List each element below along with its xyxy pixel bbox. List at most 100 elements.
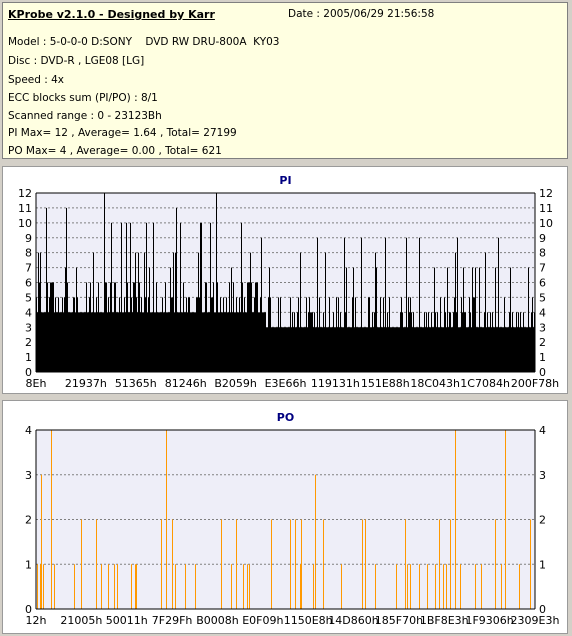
data-bar — [233, 282, 234, 372]
data-bar — [367, 327, 368, 372]
y-tick-label-right: 11 — [539, 202, 553, 215]
data-bar — [472, 267, 473, 372]
data-bar — [116, 312, 117, 372]
data-bar — [324, 327, 325, 372]
data-bar — [400, 312, 401, 372]
data-bar — [262, 312, 263, 372]
data-bar — [137, 312, 138, 372]
data-bar — [311, 312, 312, 372]
data-bar — [97, 312, 98, 372]
data-bar — [231, 564, 232, 609]
data-bar — [101, 312, 102, 372]
data-bar — [101, 564, 102, 609]
data-bar — [260, 297, 261, 372]
data-bar — [463, 267, 464, 372]
data-bar — [439, 327, 440, 372]
info-scanned-range: Scanned range : 0 - 23123Bh — [8, 110, 162, 122]
data-bar — [158, 312, 159, 372]
data-bar — [313, 327, 314, 372]
data-bar — [191, 312, 192, 372]
data-bar — [241, 222, 242, 372]
data-bar — [144, 252, 145, 372]
data-bar — [380, 297, 381, 372]
data-bar — [369, 297, 370, 372]
data-bar — [117, 312, 118, 372]
data-bar — [320, 327, 321, 372]
data-bar — [486, 327, 487, 372]
y-tick-label-right: 7 — [539, 262, 546, 275]
data-bar — [481, 327, 482, 372]
data-bar — [496, 327, 497, 372]
data-bar — [40, 564, 41, 609]
data-bar — [164, 312, 165, 372]
data-bar — [330, 327, 331, 372]
x-tick-label: E3E66h — [265, 377, 307, 390]
data-bar — [470, 312, 471, 372]
data-bar — [455, 252, 456, 372]
data-bar — [323, 519, 324, 609]
x-tick-label: 21005h — [60, 614, 102, 627]
data-bar — [261, 237, 262, 372]
data-bar — [302, 327, 303, 372]
data-bar — [204, 312, 205, 372]
data-bar — [125, 312, 126, 372]
data-bar — [273, 327, 274, 372]
data-bar — [243, 564, 244, 609]
data-bar — [168, 312, 169, 372]
data-bar — [431, 312, 432, 372]
data-bar — [182, 312, 183, 372]
data-bar — [414, 327, 415, 372]
data-bar — [405, 327, 406, 372]
data-bar — [63, 312, 64, 372]
data-bar — [184, 312, 185, 372]
x-tick-label: B2059h — [214, 377, 257, 390]
data-bar — [175, 252, 176, 372]
y-tick-label-left: 12 — [18, 187, 32, 200]
data-bar — [67, 282, 68, 372]
data-bar — [282, 327, 283, 372]
data-bar — [309, 297, 310, 372]
data-bar — [323, 312, 324, 372]
data-bar — [254, 297, 255, 372]
data-bar — [257, 282, 258, 372]
data-bar — [528, 267, 529, 372]
data-bar — [203, 312, 204, 372]
data-bar — [263, 312, 264, 372]
data-bar — [187, 312, 188, 372]
data-bar — [368, 297, 369, 372]
data-bar — [198, 252, 199, 372]
data-bar — [393, 327, 394, 372]
data-bar — [74, 564, 75, 609]
data-bar — [201, 222, 202, 372]
x-tick-label: 2309E3h — [511, 614, 560, 627]
data-bar — [326, 327, 327, 372]
data-bar — [286, 327, 287, 372]
data-bar — [527, 327, 528, 372]
data-bar — [41, 474, 42, 609]
data-bar — [89, 297, 90, 372]
data-bar — [237, 312, 238, 372]
data-bar — [500, 327, 501, 372]
data-bar — [292, 312, 293, 372]
data-bar — [297, 312, 298, 372]
data-bar — [398, 327, 399, 372]
data-bar — [493, 327, 494, 372]
y-tick-label-right: 0 — [539, 366, 546, 379]
data-bar — [405, 519, 406, 609]
data-bar — [335, 327, 336, 372]
data-bar — [143, 312, 144, 372]
data-bar — [506, 327, 507, 372]
data-bar — [238, 312, 239, 372]
chart-title: PI — [279, 174, 291, 187]
data-bar — [149, 267, 150, 372]
data-bar — [169, 312, 170, 372]
data-bar — [153, 222, 154, 372]
data-bar — [200, 222, 201, 372]
data-bar — [530, 327, 531, 372]
data-bar — [160, 312, 161, 372]
data-bar — [223, 297, 224, 372]
data-bar — [460, 564, 461, 609]
data-bar — [376, 267, 377, 372]
y-tick-label-right: 3 — [539, 469, 546, 482]
data-bar — [108, 564, 109, 609]
